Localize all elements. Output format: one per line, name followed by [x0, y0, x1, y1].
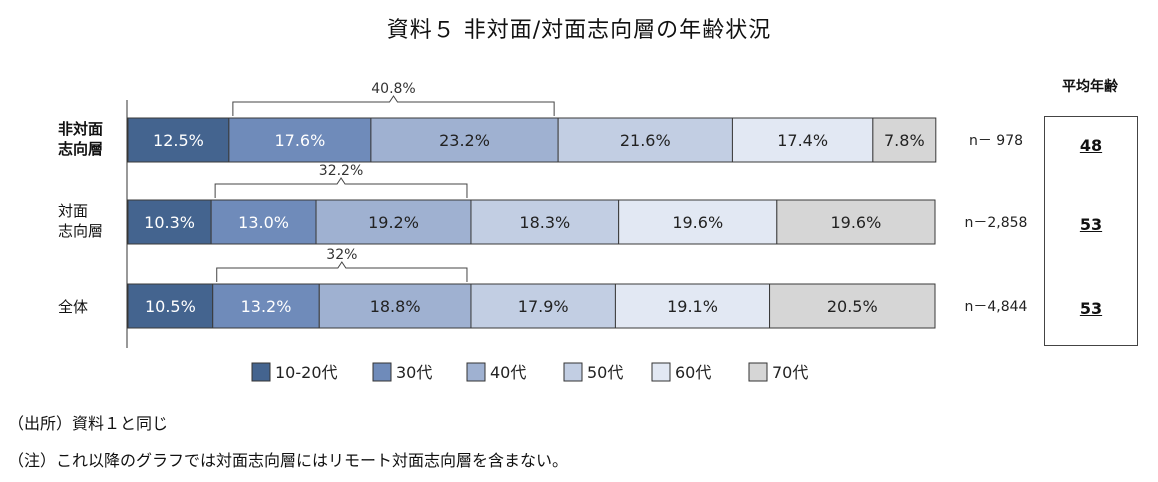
- data-label: 19.6%: [830, 213, 881, 232]
- average-age-header: 平均年齢: [1062, 79, 1118, 95]
- data-label: 19.2%: [368, 213, 419, 232]
- legend-label: 50代: [587, 363, 623, 382]
- data-label: 17.4%: [777, 131, 828, 150]
- bracket-label: 32.2%: [319, 163, 363, 179]
- data-label: 19.6%: [672, 213, 723, 232]
- data-label: 7.8%: [884, 131, 925, 150]
- legend-label: 60代: [675, 363, 711, 382]
- legend-label: 40代: [490, 363, 526, 382]
- bar-segment: [228, 117, 372, 163]
- legend-label: 10-20代: [275, 363, 338, 382]
- average-age-value: 53: [1079, 299, 1103, 318]
- category-label: 非対面: [58, 120, 103, 138]
- bracket-label: 32%: [326, 247, 357, 263]
- bracket: [232, 95, 555, 116]
- data-label: 20.5%: [827, 297, 878, 316]
- bracket-label: 40.8%: [371, 81, 415, 97]
- category-label: 志向層: [58, 140, 103, 158]
- category-label: 全体: [58, 298, 88, 316]
- bar-segment: [557, 117, 733, 163]
- bar-segment: [127, 283, 214, 329]
- chart-title: 資料５ 非対面/対面志向層の年齢状況: [386, 18, 772, 43]
- bracket: [214, 177, 468, 198]
- bar-segment: [872, 117, 937, 163]
- sample-size-label: n－2,858: [965, 215, 1028, 231]
- data-label: 10.5%: [145, 297, 196, 316]
- data-label: 18.3%: [519, 213, 570, 232]
- bar-segment: [769, 283, 936, 329]
- data-label: 10.3%: [144, 213, 195, 232]
- legend-swatch: [563, 362, 583, 382]
- legend-swatch: [372, 362, 392, 382]
- legend-label: 30代: [396, 363, 432, 382]
- sample-size-label: n－4,844: [965, 299, 1028, 315]
- data-label: 18.8%: [370, 297, 421, 316]
- data-label: 19.1%: [667, 297, 718, 316]
- average-age-value: 48: [1079, 136, 1103, 155]
- bar-segment: [776, 199, 936, 245]
- bar-segment: [315, 199, 472, 245]
- data-label: 17.9%: [518, 297, 569, 316]
- data-label: 12.5%: [153, 131, 204, 150]
- data-label: 17.6%: [274, 131, 325, 150]
- bracket: [216, 261, 468, 282]
- legend-swatch: [651, 362, 671, 382]
- legend-swatch: [466, 362, 486, 382]
- bar-segment: [618, 199, 778, 245]
- legend: 10-20代 30代 40代 50代 60代 70代: [251, 362, 808, 382]
- average-age-value: 53: [1079, 215, 1103, 234]
- data-label: 21.6%: [620, 131, 671, 150]
- bars-layer: [127, 117, 937, 329]
- bar-segment: [731, 117, 874, 163]
- legend-swatch: [251, 362, 271, 382]
- sample-size-label: n－ 978: [969, 133, 1023, 149]
- bar-segment: [370, 117, 559, 163]
- legend-swatch: [748, 362, 768, 382]
- category-label: 志向層: [58, 222, 103, 240]
- data-label: 13.0%: [238, 213, 289, 232]
- average-age-box: [1044, 116, 1138, 346]
- bar-segment: [127, 117, 230, 163]
- legend-label: 70代: [772, 363, 808, 382]
- bar-segment: [470, 199, 620, 245]
- category-label: 対面: [58, 202, 88, 220]
- data-label: 23.2%: [439, 131, 490, 150]
- source-note: （出所）資料１と同じ: [8, 414, 169, 433]
- data-label: 13.2%: [241, 297, 292, 316]
- footnote: （注）これ以降のグラフでは対面志向層にはリモート対面志向層を含まない。: [8, 451, 569, 470]
- bar-segment: [212, 283, 320, 329]
